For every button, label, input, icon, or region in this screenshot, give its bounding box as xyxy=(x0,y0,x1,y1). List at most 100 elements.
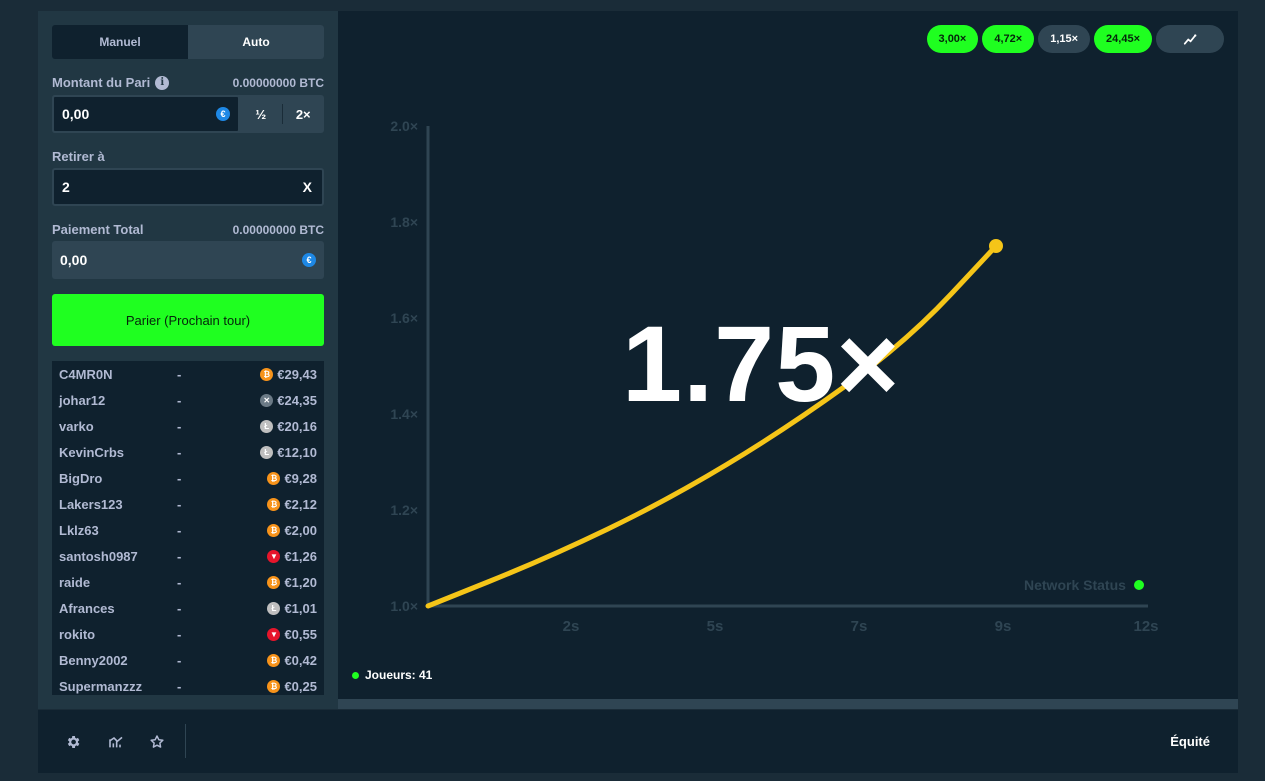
bet-amount-label-text: Montant du Pari xyxy=(52,75,151,90)
player-name[interactable]: Lklz63 xyxy=(59,522,99,538)
trx-coin-icon: ▼ xyxy=(267,549,281,563)
bet-amount-row: 0,00 € ½ 2× xyxy=(52,95,324,133)
player-bet-amount: €24,35 xyxy=(277,392,317,408)
history-bar: 3,00× 4,72× 1,15× 24,45× xyxy=(926,25,1224,53)
player-bet: Ł €20,16 xyxy=(217,419,317,434)
payout-value: 0,00 xyxy=(60,252,88,268)
player-name[interactable]: Afrances xyxy=(59,600,115,616)
player-name[interactable]: rokito xyxy=(59,626,96,642)
game-area: 3,00× 4,72× 1,15× 24,45× 1.0× 1.2× 1.4× 1.6× 1.… xyxy=(338,11,1238,699)
bet-sidebar: Manuel Auto Montant du Pari i 0.00000000… xyxy=(38,11,338,709)
gear-icon[interactable] xyxy=(63,732,83,752)
footer: Équité xyxy=(38,709,1238,773)
footer-divider xyxy=(185,724,186,758)
player-cashout: - xyxy=(177,496,182,512)
player-bet: ₿ €0,25 xyxy=(217,679,317,694)
ltc-coin-icon: Ł xyxy=(260,419,274,433)
cashout-suffix: X xyxy=(302,179,312,195)
bet-amount-label: Montant du Pari i xyxy=(52,75,170,90)
player-bet: ✕ €24,35 xyxy=(217,393,317,408)
tab-auto[interactable]: Auto xyxy=(188,25,324,59)
y-tick-label: 1.0× xyxy=(390,598,418,614)
player-row: BigDro - ₿ €9,28 xyxy=(52,465,324,491)
btc-coin-icon: ₿ xyxy=(267,575,281,589)
player-row: Lakers123 - ₿ €2,12 xyxy=(52,491,324,517)
crash-chart: 1.0× 1.2× 1.4× 1.6× 1.8× 2.0× 2s 5s 7s 9s 12s xyxy=(390,118,1158,635)
player-cashout: - xyxy=(177,522,182,538)
history-pill[interactable]: 24,45× xyxy=(1094,25,1152,53)
player-name[interactable]: KevinCrbs xyxy=(59,444,125,460)
player-row: rokito - ▼ €0,55 xyxy=(52,621,324,647)
ltc-coin-icon: Ł xyxy=(267,601,281,615)
x-tick-label: 5s xyxy=(707,618,724,635)
player-bet: ▼ €0,55 xyxy=(217,627,317,642)
stats-icon[interactable] xyxy=(106,732,126,752)
curve-head-point xyxy=(989,239,1003,253)
network-status-dot xyxy=(1133,580,1144,590)
fairness-link[interactable]: Équité xyxy=(1170,734,1210,749)
player-cashout: - xyxy=(177,678,182,694)
cashout-label: Retirer à xyxy=(52,149,105,164)
multiplier-curve xyxy=(425,243,999,609)
player-bet-amount: €0,25 xyxy=(284,678,317,694)
player-name[interactable]: Lakers123 xyxy=(59,496,123,512)
player-bet-amount: €9,28 xyxy=(284,470,317,486)
player-bet: ₿ €1,20 xyxy=(217,575,317,590)
player-row: johar12 - ✕ €24,35 xyxy=(52,387,324,413)
player-cashout: - xyxy=(177,548,182,564)
cashout-input[interactable]: 2 X xyxy=(52,168,324,206)
mode-tabs: Manuel Auto xyxy=(52,25,324,59)
current-multiplier: 1.75× xyxy=(622,303,901,424)
player-bet: Ł €12,10 xyxy=(217,445,317,460)
player-name[interactable]: santosh0987 xyxy=(59,548,138,564)
history-pill[interactable]: 3,00× xyxy=(926,25,979,53)
player-name[interactable]: C4MR0N xyxy=(59,366,113,382)
bet-button[interactable]: Parier (Prochain tour) xyxy=(52,294,324,346)
info-icon[interactable]: i xyxy=(155,75,170,90)
history-pill[interactable]: 1,15× xyxy=(1038,25,1091,53)
player-cashout: - xyxy=(177,366,182,382)
x-tick-label: 9s xyxy=(995,618,1012,635)
player-bet-amount: €20,16 xyxy=(277,418,317,434)
player-cashout: - xyxy=(177,574,182,590)
players-count-label: Joueurs: 41 xyxy=(365,668,433,682)
btc-coin-icon: ₿ xyxy=(260,367,274,381)
round-progress-bar xyxy=(338,699,1238,709)
player-cashout: - xyxy=(177,418,182,434)
star-icon[interactable] xyxy=(147,732,167,752)
player-name[interactable]: Benny2002 xyxy=(59,652,128,668)
x-tick-label: 7s xyxy=(851,618,868,635)
bet-amount-input[interactable]: 0,00 € xyxy=(52,95,240,133)
player-bet-amount: €12,10 xyxy=(277,444,317,460)
double-button[interactable]: 2× xyxy=(295,106,311,122)
y-tick-label: 2.0× xyxy=(390,118,418,134)
player-bet-amount: €0,42 xyxy=(284,652,317,668)
trx-coin-icon: ▼ xyxy=(267,627,281,641)
game-frame: Manuel Auto Montant du Pari i 0.00000000… xyxy=(38,11,1238,773)
player-bet: ₿ €29,43 xyxy=(217,367,317,382)
y-tick-label: 1.4× xyxy=(390,406,418,422)
player-bet: ₿ €2,00 xyxy=(217,523,317,538)
player-cashout: - xyxy=(177,652,182,668)
player-cashout: - xyxy=(177,626,182,642)
player-cashout: - xyxy=(177,444,182,460)
trend-chart-icon[interactable] xyxy=(1156,25,1224,53)
player-name[interactable]: BigDro xyxy=(59,470,103,486)
y-tick-label: 1.6× xyxy=(390,310,418,326)
player-bet-amount: €2,12 xyxy=(284,496,317,512)
player-row: Afrances - Ł €1,01 xyxy=(52,595,324,621)
player-name[interactable]: varko xyxy=(59,418,94,434)
player-name[interactable]: Supermanzzz xyxy=(59,678,143,694)
payout-field: 0,00 € xyxy=(52,241,324,279)
player-name[interactable]: raide xyxy=(59,574,91,590)
network-status: Network Status xyxy=(1024,577,1144,593)
player-cashout: - xyxy=(177,392,182,408)
player-bet-amount: €1,26 xyxy=(284,548,317,564)
network-status-label: Network Status xyxy=(1024,577,1126,593)
player-row: C4MR0N - ₿ €29,43 xyxy=(52,361,324,387)
ltc-coin-icon: Ł xyxy=(260,445,274,459)
player-name[interactable]: johar12 xyxy=(59,392,106,408)
tab-manual[interactable]: Manuel xyxy=(99,35,141,49)
history-pill[interactable]: 4,72× xyxy=(982,25,1035,53)
half-button[interactable]: ½ xyxy=(255,106,267,122)
